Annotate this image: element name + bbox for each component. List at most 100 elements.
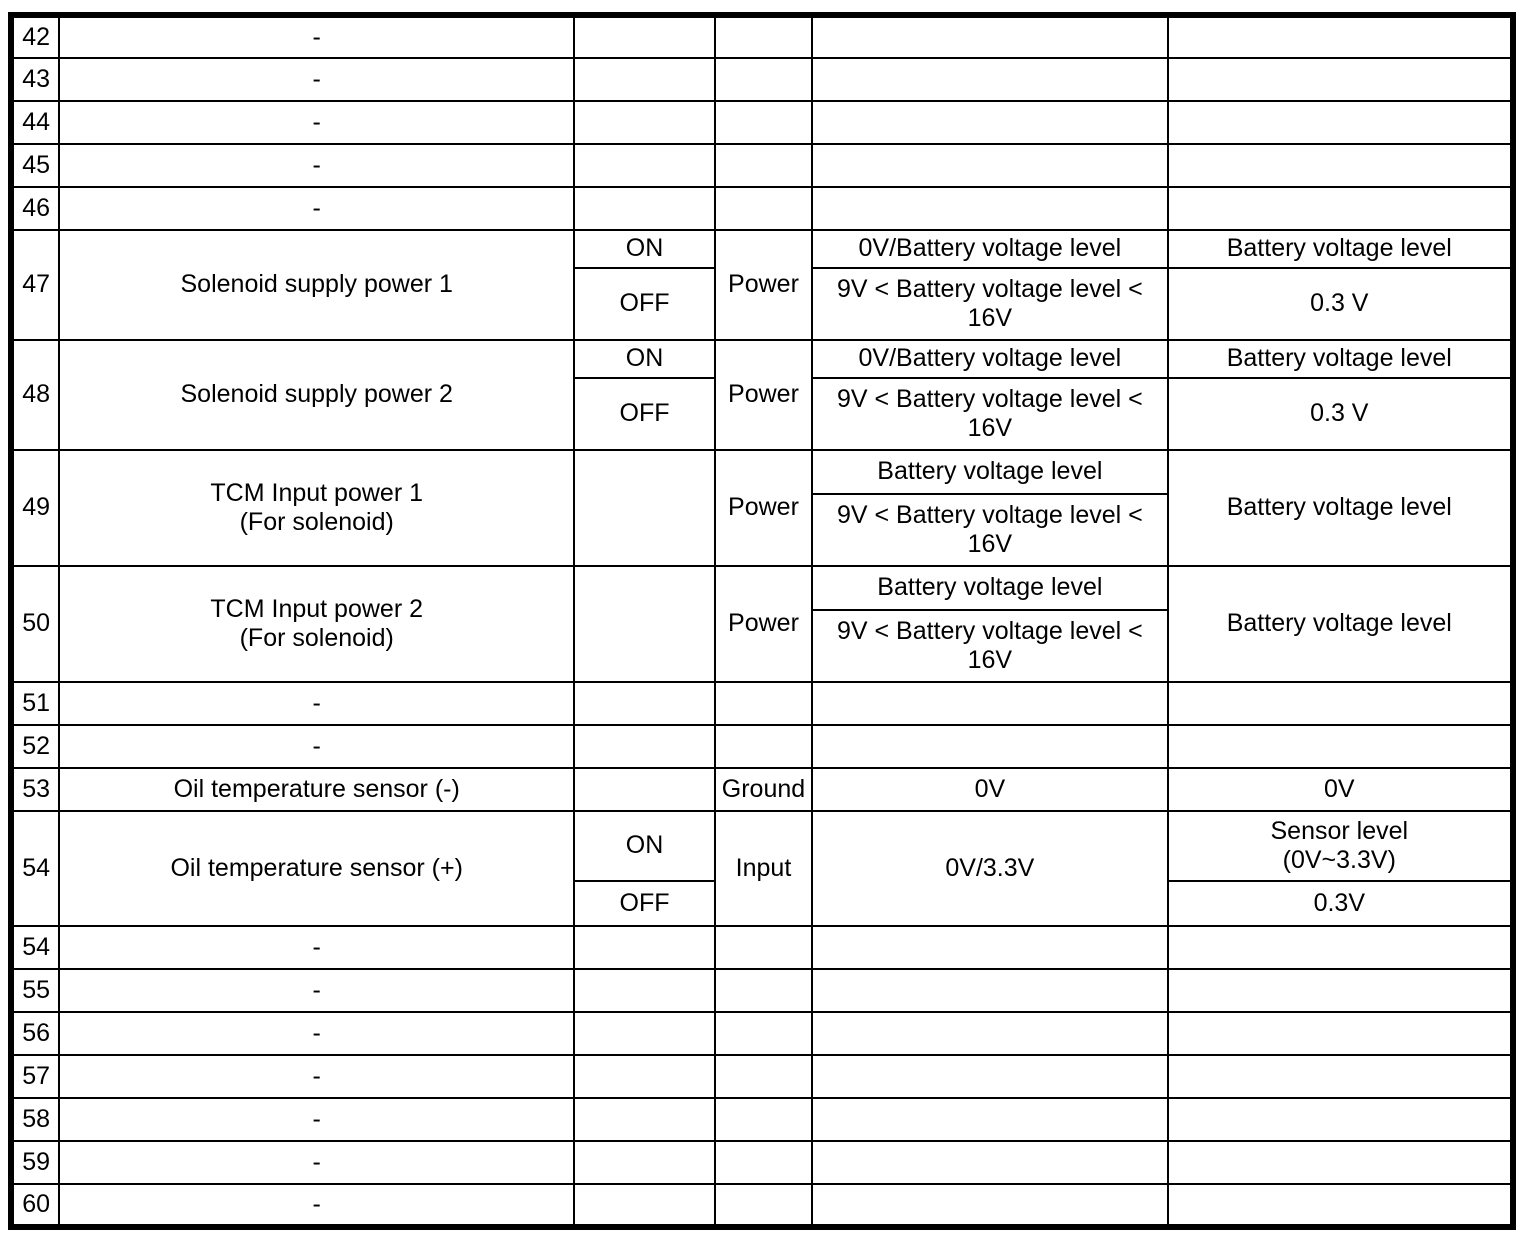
table-subrow: OFF 9V < Battery voltage level < 16V 0.3… xyxy=(11,267,1515,341)
condition-cell: OFF xyxy=(573,267,716,341)
table-row: 53 Oil temperature sensor (-) Ground 0V … xyxy=(9,767,1515,812)
table-subrow: 9V < Battery voltage level < 16V xyxy=(11,609,1513,683)
pin-cell: 48 xyxy=(9,339,61,451)
spec-cell: 0V/Battery voltage level xyxy=(811,339,1169,379)
description-cell: - xyxy=(58,143,576,188)
connector-pinout-table: 42 - 43 - 44 - xyxy=(8,12,1516,1230)
spec-cell: 9V < Battery voltage level < 16V xyxy=(811,377,1169,451)
value-cell: 0.3 V xyxy=(1166,267,1515,341)
description-cell: - xyxy=(58,1140,576,1185)
description-cell: - xyxy=(58,100,576,145)
spec-cell: 9V < Battery voltage level < 16V xyxy=(811,609,1169,683)
value-cell xyxy=(1166,724,1515,769)
value-cell xyxy=(1166,1011,1515,1056)
condition-cell xyxy=(573,1097,716,1142)
pin-cell: 58 xyxy=(9,1097,61,1142)
description-cell: - xyxy=(58,14,576,59)
description-cell: - xyxy=(58,1183,576,1228)
manual-page: 42 - 43 - 44 - xyxy=(0,12,1526,1250)
table-row: 58 - xyxy=(9,1097,1515,1142)
condition-cell xyxy=(573,1054,716,1099)
spec-cell xyxy=(811,1183,1169,1228)
table-row: 55 - xyxy=(9,968,1515,1013)
description-cell: Solenoid supply power 2 xyxy=(58,339,576,451)
type-cell xyxy=(713,143,814,188)
spec-cell xyxy=(811,1054,1169,1099)
pin-cell: 55 xyxy=(9,968,61,1013)
condition-cell xyxy=(573,449,716,567)
condition-cell xyxy=(573,681,716,726)
table-row: 49 TCM Input power 1 (For solenoid) Powe… xyxy=(9,449,1515,567)
spec-cell xyxy=(811,186,1169,231)
condition-cell xyxy=(573,186,716,231)
description-cell: - xyxy=(58,57,576,102)
pin-cell: 60 xyxy=(9,1183,61,1228)
type-cell xyxy=(713,1183,814,1228)
spec-cell xyxy=(811,724,1169,769)
table-row: 47 Solenoid supply power 1 ON Power 0V/B… xyxy=(9,229,1515,341)
pin-cell: 44 xyxy=(9,100,61,145)
value-cell xyxy=(1166,968,1515,1013)
condition-cell xyxy=(573,143,716,188)
type-cell xyxy=(713,968,814,1013)
condition-cell xyxy=(573,1140,716,1185)
spec-cell: Battery voltage level xyxy=(811,449,1169,495)
description-cell: Oil temperature sensor (-) xyxy=(58,767,576,812)
condition-cell: ON xyxy=(573,810,716,882)
pin-cell: 51 xyxy=(9,681,61,726)
table-row: 60 - xyxy=(9,1183,1515,1228)
spec-cell: 0V/3.3V xyxy=(811,810,1169,927)
table-row: 44 - xyxy=(9,100,1515,145)
table-row: 42 - xyxy=(9,14,1515,59)
type-cell xyxy=(713,57,814,102)
description-cell: - xyxy=(58,968,576,1013)
condition-cell xyxy=(573,565,716,683)
table-row: 50 TCM Input power 2 (For solenoid) Powe… xyxy=(9,565,1515,683)
value-cell: 0.3 V xyxy=(1166,377,1515,451)
condition-cell xyxy=(573,968,716,1013)
description-cell: TCM Input power 1 (For solenoid) xyxy=(58,449,576,567)
description-cell: - xyxy=(58,724,576,769)
table-row: 57 - xyxy=(9,1054,1515,1099)
spec-cell xyxy=(811,57,1169,102)
description-cell: Solenoid supply power 1 xyxy=(58,229,576,341)
value-cell xyxy=(1166,1097,1515,1142)
condition-cell xyxy=(573,767,716,812)
value-cell xyxy=(1166,14,1515,59)
pin-cell: 52 xyxy=(9,724,61,769)
condition-cell xyxy=(573,724,716,769)
value-cell xyxy=(1166,143,1515,188)
pin-cell: 59 xyxy=(9,1140,61,1185)
value-cell: Battery voltage level xyxy=(1166,229,1515,269)
type-cell: Ground xyxy=(713,767,814,812)
type-cell: Power xyxy=(713,339,814,451)
value-cell xyxy=(1166,100,1515,145)
type-cell xyxy=(713,681,814,726)
table-row: 51 - xyxy=(9,681,1515,726)
condition-cell: OFF xyxy=(573,880,716,927)
value-cell xyxy=(1166,681,1515,726)
table-row: 54 Oil temperature sensor (+) ON Input 0… xyxy=(9,810,1515,927)
condition-cell xyxy=(573,100,716,145)
type-cell xyxy=(713,925,814,970)
table-subrow: OFF 9V < Battery voltage level < 16V 0.3… xyxy=(11,377,1515,451)
value-cell xyxy=(1166,925,1515,970)
condition-cell: ON xyxy=(573,339,716,379)
condition-cell xyxy=(573,57,716,102)
value-cell: Battery voltage level xyxy=(1166,565,1515,683)
table-row: 59 - xyxy=(9,1140,1515,1185)
table-row: 54 - xyxy=(9,925,1515,970)
type-cell xyxy=(713,14,814,59)
type-cell xyxy=(713,1097,814,1142)
value-cell: Battery voltage level xyxy=(1166,339,1515,379)
spec-cell xyxy=(811,968,1169,1013)
spec-cell xyxy=(811,925,1169,970)
table-row: 52 - xyxy=(9,724,1515,769)
pin-cell: 43 xyxy=(9,57,61,102)
type-cell: Power xyxy=(713,449,814,567)
value-cell: Sensor level (0V~3.3V) xyxy=(1166,810,1515,882)
type-cell xyxy=(713,724,814,769)
condition-cell: ON xyxy=(573,229,716,269)
type-cell xyxy=(713,100,814,145)
condition-cell xyxy=(573,925,716,970)
